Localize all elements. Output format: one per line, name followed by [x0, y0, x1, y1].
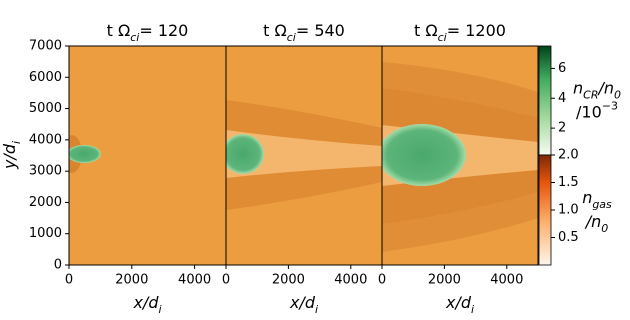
label-part: /n [584, 212, 602, 231]
y-tick-label: 1000 [29, 226, 62, 241]
colorbar-tick-label: 1.0 [558, 203, 579, 218]
label: t Ωci= 540 [263, 21, 345, 44]
label-part: t Ω [263, 21, 287, 40]
label: nCR/n0 [573, 78, 621, 101]
label-part: ci [438, 31, 447, 44]
label: /n0 [584, 212, 609, 235]
y-tick-label: 4000 [29, 132, 62, 147]
y-tick-label: 5000 [29, 101, 62, 116]
label-part: = 120 [139, 21, 188, 40]
label-part: i [158, 303, 161, 316]
y-tick-label: 7000 [29, 39, 62, 54]
x-tick-label: 2000 [272, 273, 305, 288]
x-tick-label: 4000 [178, 273, 211, 288]
label: /10−3 [576, 99, 618, 121]
colorbar-tick-label: 0.5 [558, 230, 579, 245]
label: x/di [289, 293, 318, 316]
axes-frame [381, 45, 539, 266]
label-part: −3 [602, 99, 618, 112]
y-tick-label: 2000 [29, 195, 62, 210]
label-part: n [573, 78, 583, 97]
x-tick-label: 4000 [490, 273, 523, 288]
label-part: = 540 [296, 21, 345, 40]
label: y/di [0, 141, 23, 170]
label-part: CR [583, 88, 598, 101]
colorbar-tick-label: 1.5 [558, 175, 579, 190]
label-part: i [10, 141, 23, 144]
label: x/di [132, 293, 161, 316]
heatmap-image [226, 46, 382, 265]
colorbar [538, 45, 552, 156]
label-part: gas [592, 198, 612, 211]
label-part: t Ω [414, 21, 438, 40]
label-part: /10 [576, 102, 602, 121]
label-part: t Ω [107, 21, 131, 40]
colorbar-tick-label: 6 [558, 61, 566, 76]
label-part: y/d [0, 143, 19, 170]
x-tick-label: 2000 [115, 273, 148, 288]
label: ngas [582, 188, 612, 211]
heatmap-image [69, 46, 226, 265]
x-tick-label: 4000 [334, 273, 367, 288]
colorbar [538, 154, 552, 266]
label-part: x/d [445, 293, 472, 312]
label-part: i [471, 303, 474, 316]
colorbar-tick-label: 2 [558, 121, 566, 136]
y-tick-label: 0 [54, 258, 62, 273]
x-tick-label: 0 [65, 273, 73, 288]
label-part: ci [287, 31, 296, 44]
x-tick-label: 0 [378, 273, 386, 288]
label: t Ωci= 1200 [414, 21, 506, 44]
heatmap-image [382, 46, 538, 265]
label-part: i [315, 303, 318, 316]
label-part: x/d [132, 293, 159, 312]
x-tick-label: 0 [222, 273, 230, 288]
colorbar-tick-label: 4 [558, 91, 566, 106]
label-part: /n [596, 78, 614, 97]
label-part: n [582, 188, 592, 207]
y-tick-label: 3000 [29, 164, 62, 179]
label: t Ωci= 120 [107, 21, 189, 44]
label: x/di [445, 293, 474, 316]
colorbar-tick-label: 2.0 [558, 148, 579, 163]
label-part: 0 [601, 222, 608, 235]
label-part: 0 [614, 88, 621, 101]
y-tick-label: 6000 [29, 70, 62, 85]
label-part: x/d [289, 293, 316, 312]
label-part: ci [130, 31, 139, 44]
x-tick-label: 2000 [428, 273, 461, 288]
label-part: = 1200 [447, 21, 506, 40]
